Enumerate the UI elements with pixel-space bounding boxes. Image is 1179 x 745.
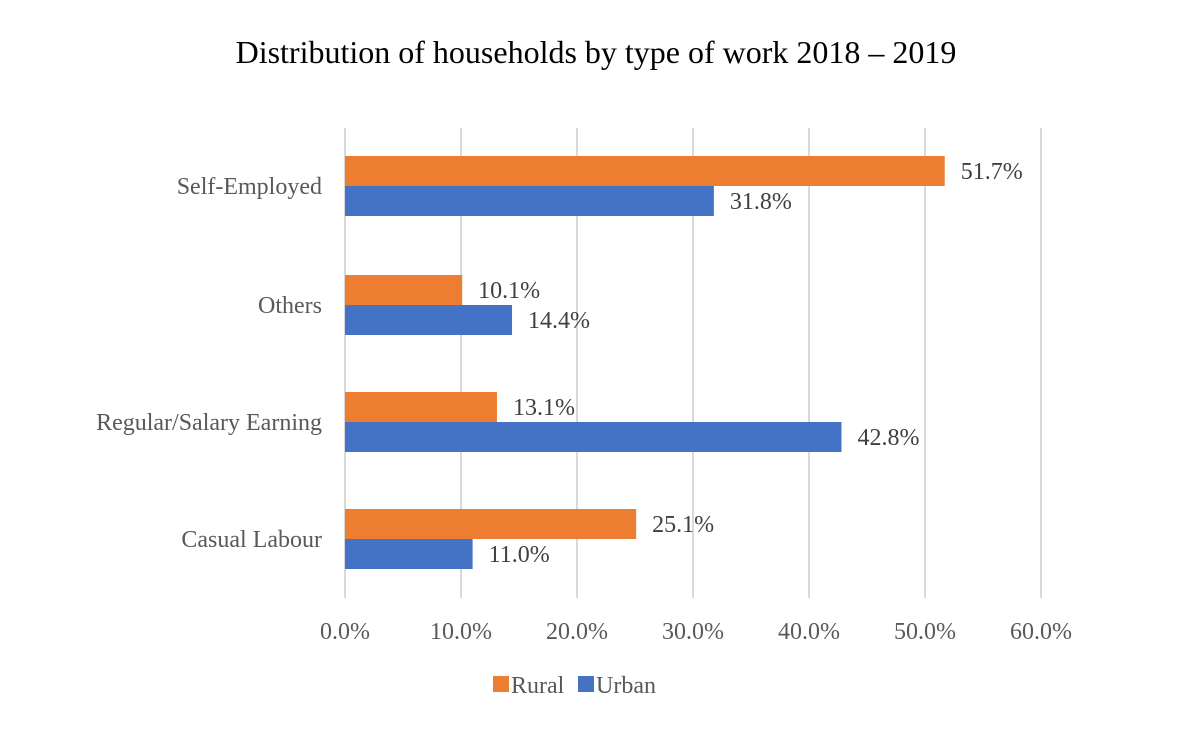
x-tick-label: 20.0%: [546, 619, 608, 645]
bar-rural: [345, 509, 637, 539]
category-label: Self-Employed: [177, 174, 322, 200]
data-label: 25.1%: [652, 512, 714, 538]
category-label: Regular/Salary Earning: [96, 410, 322, 436]
legend-swatch: [578, 676, 594, 692]
x-tick-label: 50.0%: [894, 619, 956, 645]
category-label: Casual Labour: [181, 527, 322, 553]
data-label: 14.4%: [528, 308, 590, 334]
bar-rural: [345, 392, 497, 422]
x-tick-label: 30.0%: [662, 619, 724, 645]
x-tick-label: 10.0%: [430, 619, 492, 645]
bar-urban: [345, 186, 714, 216]
data-label: 11.0%: [489, 542, 550, 568]
legend-swatch: [493, 676, 509, 692]
data-label: 51.7%: [961, 159, 1023, 185]
legend-label: Rural: [511, 673, 565, 699]
bar-urban: [345, 305, 513, 335]
category-label: Others: [258, 293, 322, 319]
bar-urban: [345, 539, 473, 569]
data-label: 10.1%: [478, 278, 540, 304]
chart-title: Distribution of households by type of wo…: [235, 34, 957, 70]
data-label: 13.1%: [513, 395, 575, 421]
x-tick-label: 60.0%: [1010, 619, 1072, 645]
x-tick-label: 0.0%: [320, 619, 370, 645]
x-tick-label: 40.0%: [778, 619, 840, 645]
data-label: 31.8%: [730, 189, 792, 215]
legend-label: Urban: [596, 673, 656, 699]
bar-rural: [345, 156, 945, 186]
bar-urban: [345, 422, 842, 452]
bar-rural: [345, 275, 463, 305]
data-label: 42.8%: [857, 425, 919, 451]
